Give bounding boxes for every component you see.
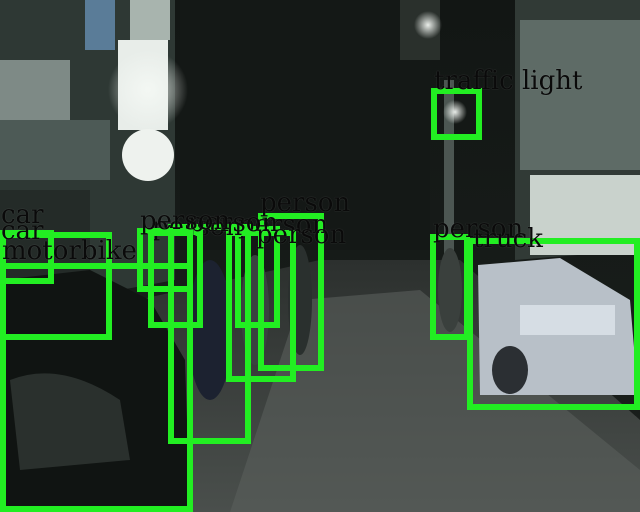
detection-label-person: person [140, 206, 231, 236]
detection-label-person: person [256, 220, 347, 250]
detection-label-car: car [1, 200, 44, 230]
detection-box-traffic-light [431, 88, 482, 140]
detection-box-truck [467, 238, 640, 410]
detection-box-person [137, 228, 193, 292]
detection-box-person [226, 230, 296, 382]
detection-label-person: person [433, 214, 524, 244]
detection-box-motorbike [0, 263, 193, 512]
detection-box-person [168, 224, 251, 444]
detection-label-person: person [260, 188, 351, 218]
detection-label-person: person [188, 208, 279, 238]
detection-label-motorbike: motorbike [2, 236, 137, 266]
detection-label-traffic-light: traffic light [434, 66, 583, 96]
detection-label-truck: truck [473, 224, 543, 254]
detection-box-person [430, 234, 470, 340]
detection-box-person [235, 226, 280, 328]
detection-label-car: car [1, 216, 44, 246]
